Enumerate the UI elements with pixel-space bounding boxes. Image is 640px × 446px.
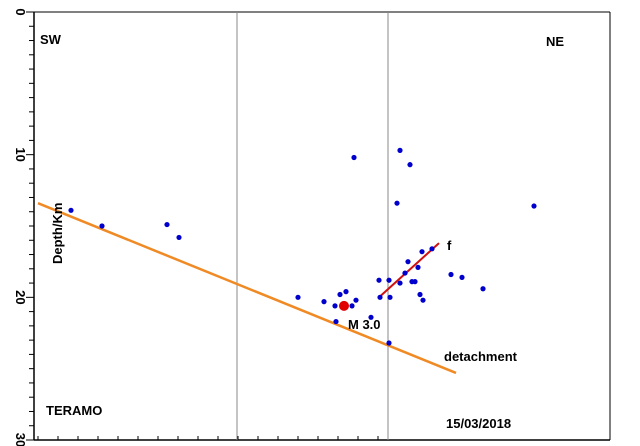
event-point-9 <box>295 294 301 300</box>
label-date: 15/03/2018 <box>446 416 511 431</box>
event-point-5 <box>394 200 400 206</box>
event-point-22 <box>397 280 403 286</box>
event-point-16 <box>333 318 339 325</box>
event-point-15 <box>353 297 359 303</box>
event-point-33 <box>459 274 465 280</box>
event-point-20 <box>386 277 392 283</box>
event-point-27 <box>415 264 421 270</box>
event-point-14 <box>349 303 355 309</box>
event-point-32 <box>448 271 454 278</box>
y-tick-label-30: 30 <box>13 433 28 446</box>
main-event-point <box>339 300 349 311</box>
event-point-12 <box>337 291 343 298</box>
event-point-30 <box>420 297 426 303</box>
event-point-10 <box>321 299 327 305</box>
event-point-2 <box>164 221 170 228</box>
event-point-6 <box>397 147 403 153</box>
event-point-35 <box>386 340 392 346</box>
event-point-21 <box>387 294 393 300</box>
y-tick-label-20: 20 <box>13 290 28 304</box>
event-point-17 <box>368 314 374 320</box>
label-fault: f <box>447 238 452 253</box>
event-point-11 <box>332 303 338 309</box>
label-teramo: TERAMO <box>46 403 102 418</box>
label-ne: NE <box>546 34 564 49</box>
event-point-26 <box>412 279 418 285</box>
y-tick-label-10: 10 <box>13 147 28 161</box>
label-detachment: detachment <box>444 349 518 364</box>
event-point-7 <box>407 162 413 168</box>
event-point-4 <box>351 154 357 161</box>
fault-line <box>378 242 440 299</box>
event-point-31 <box>429 246 435 252</box>
event-point-34 <box>480 286 486 292</box>
y-axis-label: Depth/Km <box>50 203 65 264</box>
event-point-19 <box>376 277 382 283</box>
event-point-0 <box>68 207 74 213</box>
event-point-13 <box>343 289 349 295</box>
label-sw: SW <box>40 32 62 47</box>
event-point-29 <box>419 249 425 255</box>
event-point-1 <box>99 223 105 229</box>
event-point-23 <box>402 270 408 276</box>
event-point-3 <box>176 234 182 241</box>
detachment-line <box>37 202 457 375</box>
event-point-8 <box>531 203 537 209</box>
event-point-24 <box>405 259 411 265</box>
y-tick-label-0: 0 <box>13 8 28 15</box>
event-point-18 <box>377 294 383 300</box>
label-main-event: M 3.0 <box>348 317 381 332</box>
event-point-28 <box>417 291 423 298</box>
